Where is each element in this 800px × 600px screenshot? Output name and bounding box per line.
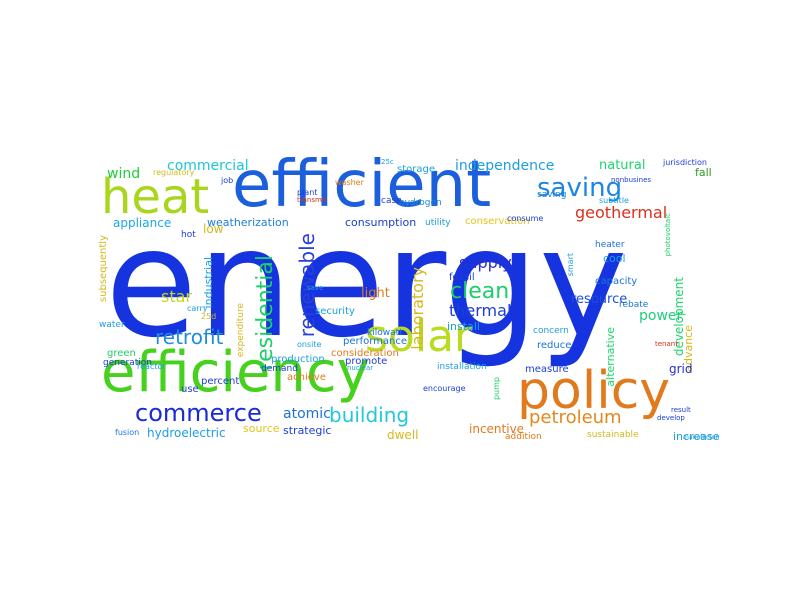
word-strategic: strategic (283, 424, 332, 437)
word-use: use (181, 384, 199, 395)
word-star: star (161, 287, 192, 306)
word-save: save (307, 284, 324, 292)
word-hot: hot (181, 230, 196, 240)
word-achieve: achieve (287, 372, 326, 383)
word-25c: 25c (381, 158, 394, 166)
word-green: green (107, 348, 136, 359)
word-consideration: consideration (331, 348, 399, 359)
word-saving: saving (537, 173, 623, 203)
word-independence: independence (455, 158, 555, 174)
word-nonbusines: nonbusines (611, 176, 652, 184)
word-solar: solar (365, 311, 473, 362)
word-source: source (243, 422, 280, 435)
word-manufacture: manufacture (683, 434, 719, 441)
word-generation: generation (103, 358, 152, 368)
word-production: production (271, 354, 325, 365)
word-building: building (329, 403, 410, 427)
word-subsequently: subsequently (98, 235, 109, 303)
word-photovoltaic: photovoltaic (664, 213, 672, 257)
word-consumption: consumption (345, 216, 417, 229)
word-atomic: atomic (283, 406, 331, 422)
word-supply: supply (459, 253, 512, 272)
word-regulatory: regulatory (153, 168, 195, 177)
word-expenditure: expenditure (236, 303, 246, 358)
word-thermal: thermal (449, 301, 512, 320)
word-nuclear: nuclear (347, 364, 374, 372)
word-hydroelectric: hydroelectric (147, 426, 226, 440)
word-geothermal: geothermal (575, 203, 668, 222)
word-fusion: fusion (115, 428, 140, 437)
word-transmit: transmit (297, 196, 327, 204)
word-light: light (361, 286, 390, 301)
word-measure: measure (525, 364, 569, 375)
word-subtitle: subtitle (599, 196, 629, 205)
word-concern: concern (533, 326, 569, 336)
word-efficiency: efficiency (101, 340, 370, 405)
word-washer: washer (335, 178, 364, 187)
word-industrial: industrial (202, 257, 215, 309)
word-weatherization: weatherization (207, 216, 289, 229)
word-cool: cool (603, 252, 626, 265)
word-kilowatt: kilowatt (367, 328, 403, 338)
word-plant: plant (297, 188, 318, 197)
word-carry: carry (187, 304, 208, 313)
word-wind: wind (107, 166, 141, 182)
word-water: water (99, 320, 125, 330)
word-incentive: incentive (469, 422, 525, 436)
word-rebate: rebate (619, 300, 649, 310)
word-retrofit: retrofit (155, 325, 224, 349)
word-installation: installation (437, 362, 487, 372)
word-storage: storage (397, 164, 435, 175)
word-result: result (671, 406, 691, 414)
word-job: job (221, 176, 234, 185)
word-consume: consume (507, 214, 544, 223)
word-promote: promote (345, 356, 388, 367)
word-dwell: dwell (387, 428, 419, 442)
word-sustainable: sustainable (587, 430, 639, 440)
word-appliance: appliance (113, 216, 172, 230)
word-commerce: commerce (135, 399, 262, 427)
word-commercial: commercial (167, 158, 249, 174)
word-addition: addition (505, 432, 542, 442)
word-petroleum: petroleum (529, 407, 622, 428)
word-conservation: conservation (465, 216, 530, 227)
word-onsite: onsite (297, 340, 322, 349)
word-pump: pump (492, 377, 501, 401)
word-hydrogen: hydrogen (399, 198, 442, 208)
word-policy: policy (517, 361, 671, 421)
word-security: security (315, 306, 355, 317)
word-efficient: efficient (232, 157, 492, 222)
word-demand: demand (261, 364, 298, 374)
word-heater: heater (595, 240, 625, 250)
word-fossil: fossil (449, 272, 475, 283)
word-install: install (447, 320, 480, 333)
word-reactor: reactor (137, 362, 166, 371)
word-clean: clean (450, 279, 510, 304)
word-cloud: energy efficient efficiency policy heat solar… (97, 157, 719, 444)
word-tenant: tenant (655, 340, 678, 348)
word-energy: energy (105, 197, 628, 371)
word-grid: grid (669, 362, 693, 376)
word-resource: resource (571, 292, 628, 307)
word-utility: utility (425, 218, 451, 228)
word-low: low (203, 222, 224, 236)
word-power: power (639, 308, 683, 324)
word-performance: performance (343, 336, 408, 347)
word-develop: develop (657, 414, 685, 422)
word-smart: smart (566, 253, 575, 277)
word-percent: percent (201, 376, 240, 387)
word-saving: saving (537, 190, 567, 200)
word-capacity: capacity (595, 276, 638, 287)
word-jurisdiction: jurisdiction (663, 158, 707, 167)
word-laboratory: laboratory (408, 267, 427, 350)
word-reduce: reduce (537, 340, 572, 351)
word-encourage: encourage (423, 384, 466, 393)
word-case: case (381, 196, 402, 206)
word-heat: heat (101, 169, 210, 225)
word-natural: natural (599, 158, 646, 173)
word-25d: 25d (201, 312, 217, 321)
word-fall: fall (695, 166, 712, 179)
word-alternative: alternative (604, 327, 617, 387)
word-increase: increase (673, 430, 719, 443)
